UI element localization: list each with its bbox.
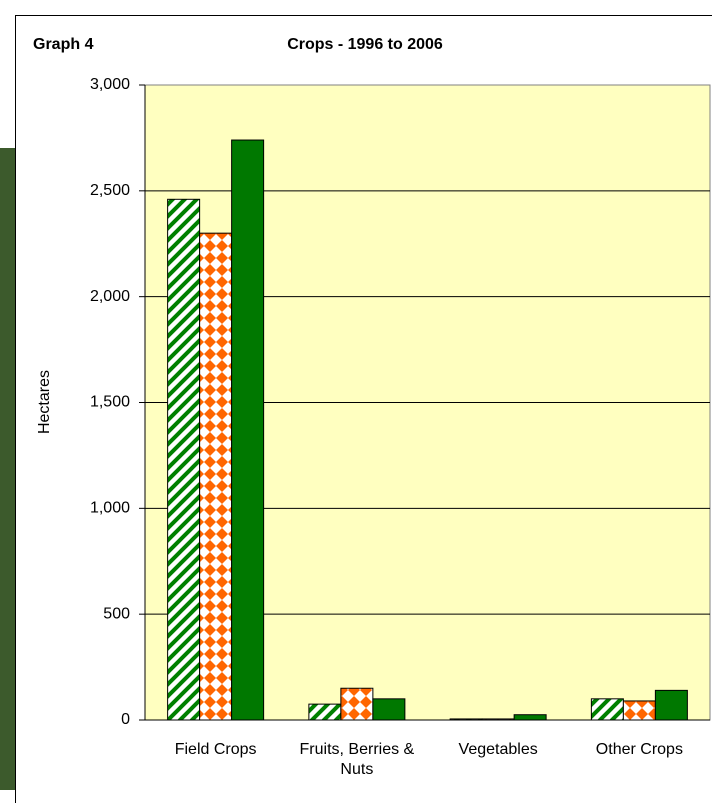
bar [373,699,405,720]
bar [623,701,655,720]
background-photo [0,148,15,790]
bar [655,690,687,720]
chart-container: Graph 4 Crops - 1996 to 2006 Hectares 0 5… [0,0,712,803]
bar [341,688,373,720]
y-tick-label: 2,000 [90,288,130,305]
y-tick-label: 1,000 [90,500,130,517]
bar [591,699,623,720]
bar [309,704,341,720]
bar [482,719,514,720]
bar [514,715,546,720]
y-tick-label: 3,000 [90,76,130,93]
bar [200,233,232,720]
x-tick-label: Field Crops [151,740,281,760]
x-tick-label: Fruits, Berries & Nuts [292,740,422,780]
y-tick-label: 2,500 [90,182,130,199]
y-tick-label: 0 [121,711,130,728]
y-tick-label: 500 [103,605,130,622]
x-tick-label: Vegetables [433,740,563,760]
bar [168,199,200,720]
bar [232,140,264,720]
y-tick-label: 1,500 [90,394,130,411]
x-tick-label: Other Crops [574,740,704,760]
chart: Graph 4 Crops - 1996 to 2006 Hectares 0 5… [0,0,712,803]
y-axis-label: Hectares [36,370,53,434]
bar [450,719,482,720]
graph-label: Graph 4 [33,36,94,53]
chart-title: Crops - 1996 to 2006 [287,36,443,53]
